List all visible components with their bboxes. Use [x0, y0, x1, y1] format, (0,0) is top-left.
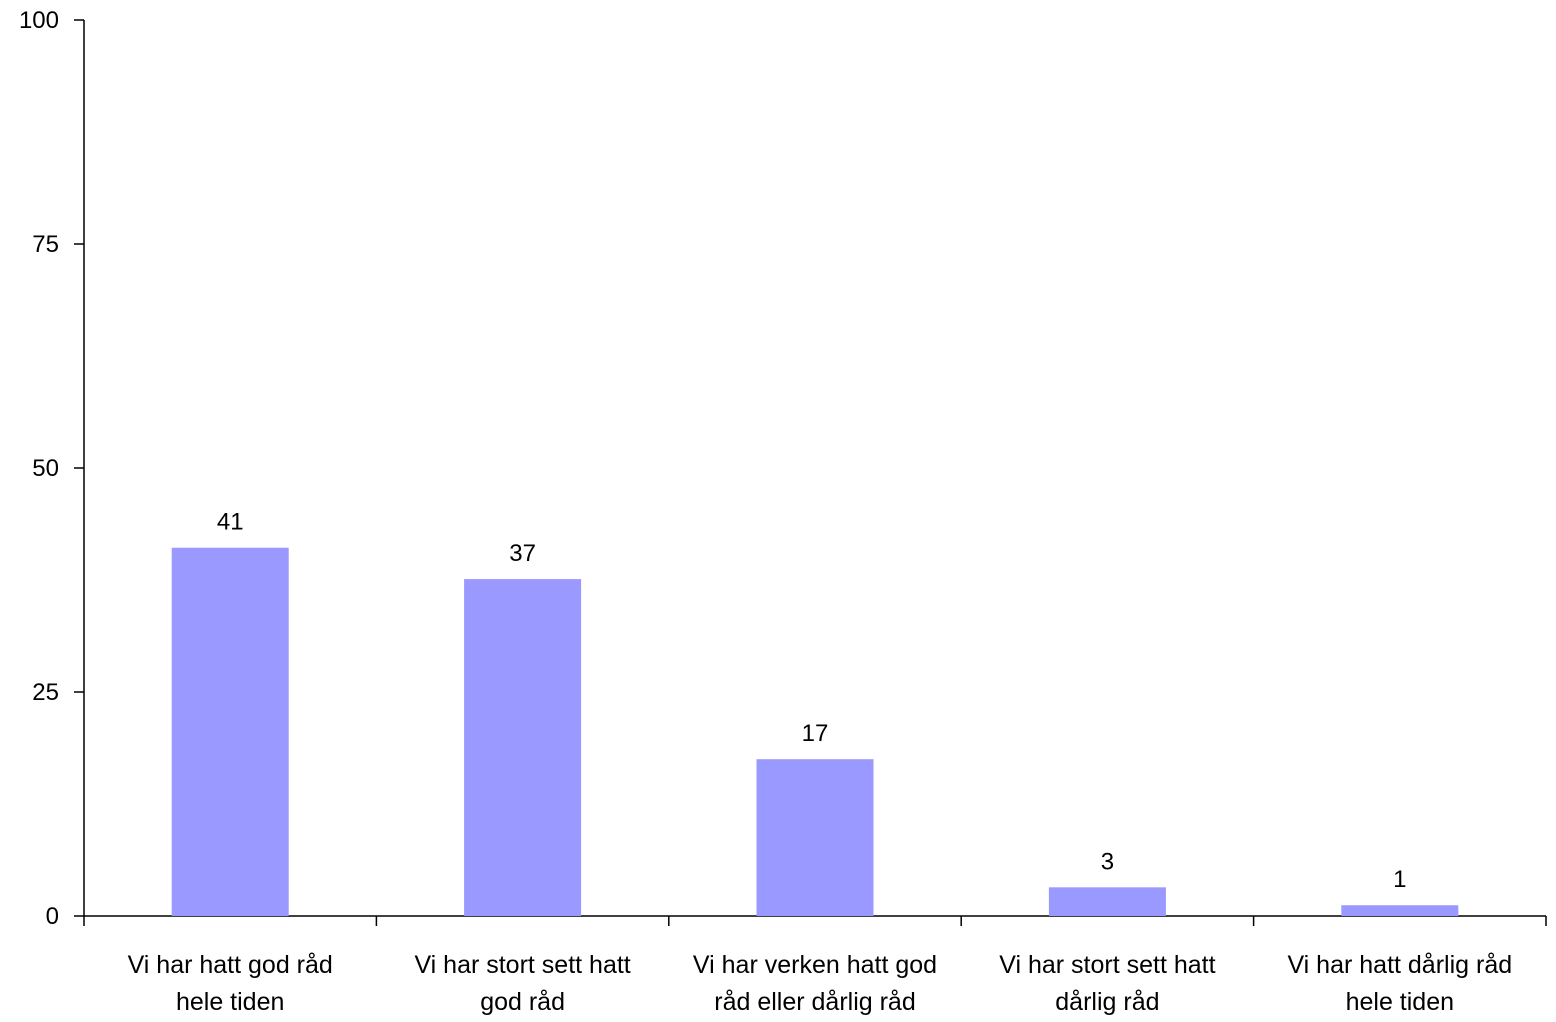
y-axis: 0 25 50 75 100	[19, 7, 85, 930]
data-label: 1	[1393, 866, 1406, 893]
y-tick-label: 0	[46, 903, 59, 930]
category-label: Vi har stort sett hatt	[999, 951, 1215, 979]
data-label: 17	[802, 720, 829, 747]
category-label: dårlig råd	[1055, 988, 1159, 1016]
y-tick-label: 75	[32, 231, 59, 258]
data-labels: 41 37 17 3 1	[217, 509, 1407, 894]
category-label: god råd	[480, 988, 565, 1016]
bar	[464, 579, 582, 916]
data-label: 41	[217, 509, 244, 536]
bar	[756, 759, 874, 916]
category-label: hele tiden	[176, 988, 284, 1016]
bar	[1341, 905, 1459, 916]
y-tick-label: 50	[32, 455, 59, 482]
category-label: Vi har hatt dårlig råd	[1287, 951, 1512, 979]
y-tick-label: 100	[19, 7, 59, 34]
category-label: Vi har hatt god råd	[128, 951, 333, 979]
x-axis	[83, 915, 1547, 926]
bar	[1048, 887, 1166, 916]
category-label: Vi har stort sett hatt	[414, 951, 630, 979]
category-label: Vi har verken hatt god	[693, 951, 937, 979]
bars	[171, 547, 1459, 916]
category-label: hele tiden	[1346, 988, 1454, 1016]
data-label: 3	[1101, 848, 1114, 875]
category-label: råd eller dårlig råd	[714, 988, 916, 1016]
category-labels: Vi har hatt god råd hele tiden Vi har stor…	[128, 951, 1513, 1016]
y-tick-label: 25	[32, 679, 59, 706]
data-label: 37	[509, 540, 536, 567]
bar	[171, 547, 289, 916]
